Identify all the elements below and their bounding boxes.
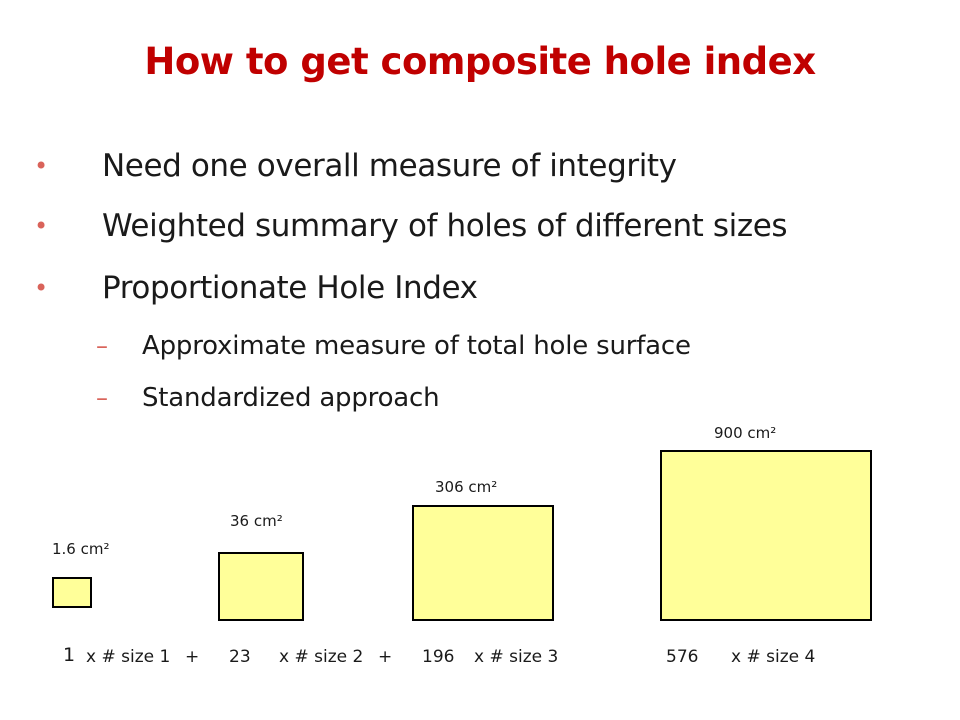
sub-bullet-marker: – [96, 384, 108, 412]
weight-size-3: 196 [422, 647, 455, 667]
weight-size-1: 1 [63, 644, 76, 666]
sub-bullet-text: Standardized approach [142, 383, 440, 413]
term-size-4: x # size 4 [731, 647, 816, 667]
bullet-text: Need one overall measure of integrity [102, 148, 677, 184]
weight-size-4: 576 [666, 647, 699, 667]
hole-square-size-1 [52, 577, 92, 608]
hole-square-size-4 [660, 450, 872, 621]
bullet-marker: • [34, 274, 49, 302]
bullet-marker: • [34, 212, 49, 240]
plus-operator: + [185, 647, 200, 667]
area-label-size-2: 36 cm² [230, 512, 283, 530]
weight-size-2: 23 [229, 647, 251, 667]
bullet-text: Weighted summary of holes of different s… [102, 208, 788, 244]
sub-bullet-text: Approximate measure of total hole surfac… [142, 331, 691, 361]
hole-square-size-2 [218, 552, 304, 621]
sub-bullet-marker: – [96, 332, 108, 360]
hole-square-size-3 [412, 505, 554, 621]
area-label-size-4: 900 cm² [714, 424, 777, 442]
term-size-3: x # size 3 [474, 647, 559, 667]
bullet-marker: • [34, 152, 49, 180]
plus-operator: + [378, 647, 393, 667]
area-label-size-3: 306 cm² [435, 478, 498, 496]
slide-title: How to get composite hole index [144, 40, 816, 83]
area-label-size-1: 1.6 cm² [52, 540, 110, 558]
bullet-text: Proportionate Hole Index [102, 270, 478, 306]
term-size-2: x # size 2 [279, 647, 364, 667]
term-size-1: x # size 1 [86, 647, 171, 667]
